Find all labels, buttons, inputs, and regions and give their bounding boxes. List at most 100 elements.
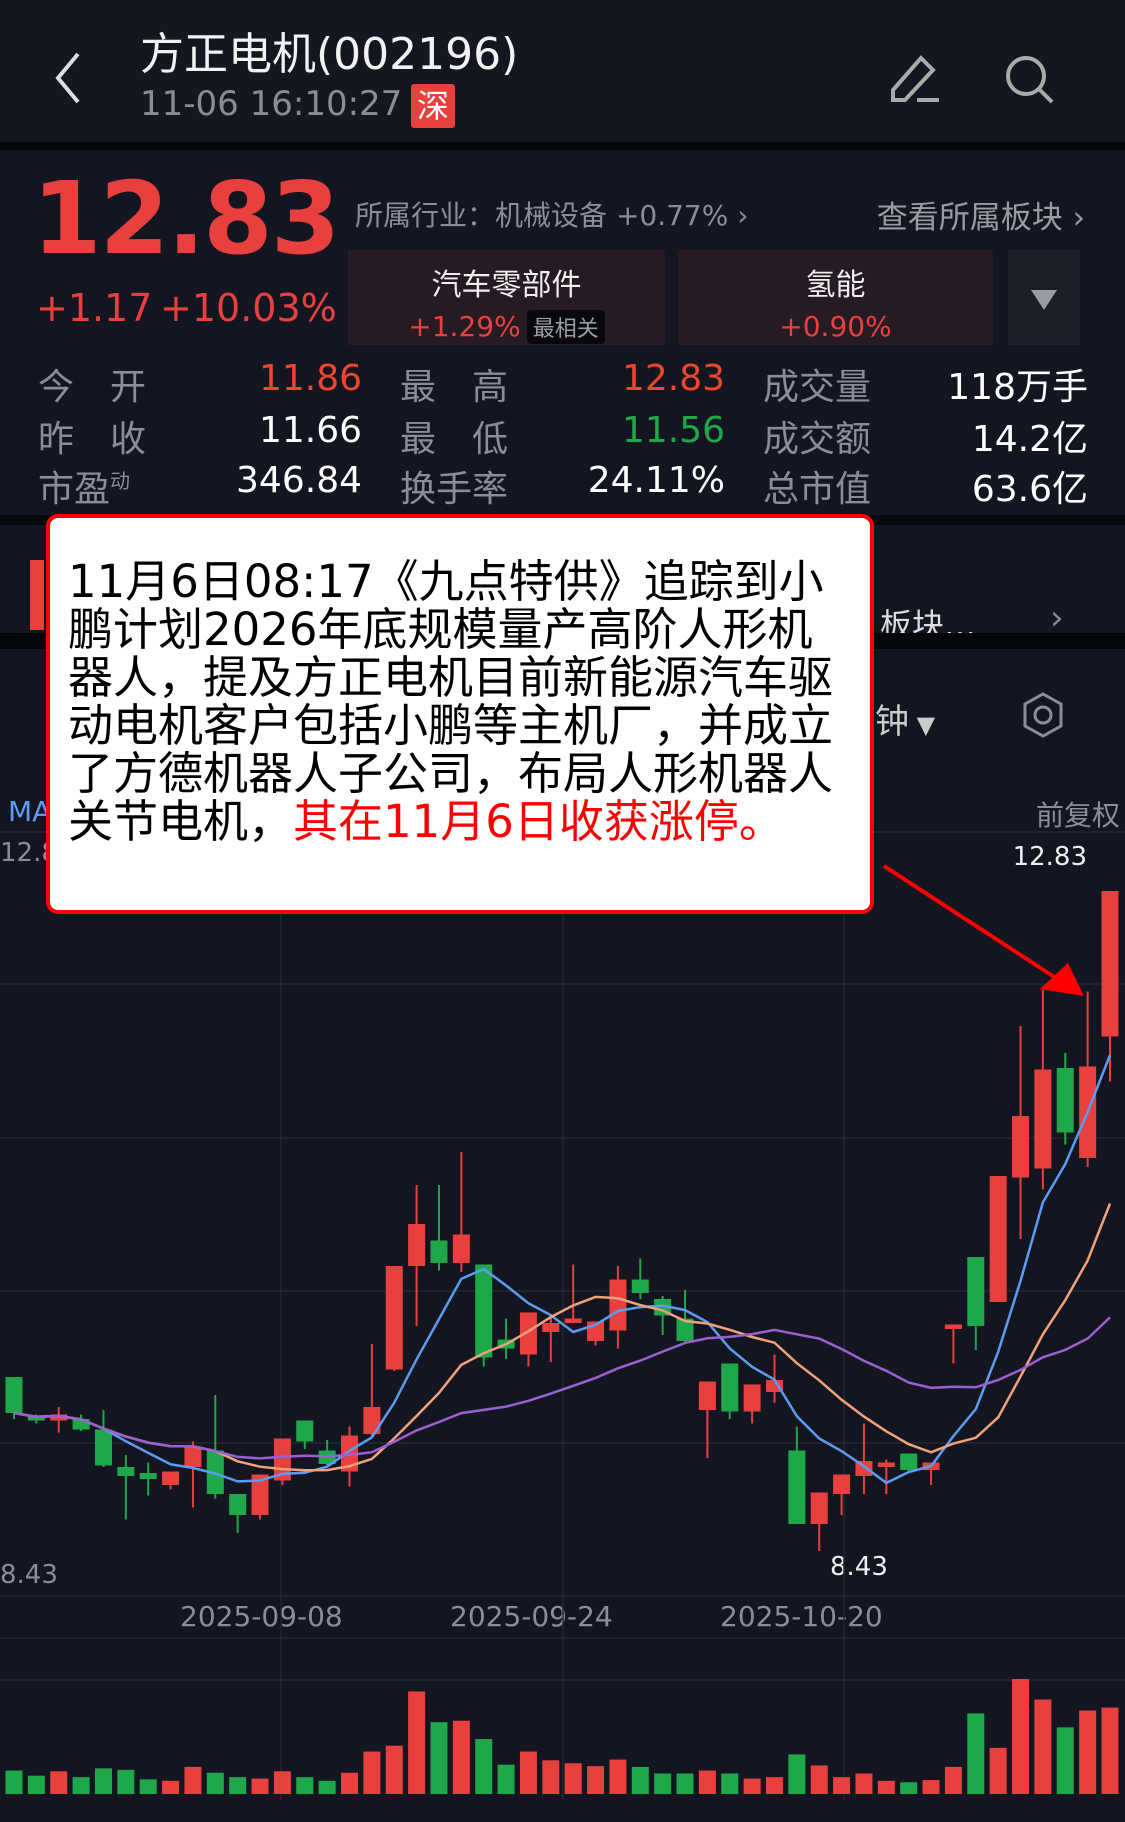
y-min-label: 8.43 <box>0 1560 58 1590</box>
stat-label: 总市值 <box>763 460 871 512</box>
volume-bar <box>519 1751 537 1794</box>
sector-name: 汽车零部件 <box>431 268 582 303</box>
volume-bar <box>251 1778 269 1794</box>
candle-body <box>341 1435 359 1472</box>
industry-change: +0.77% <box>615 199 729 232</box>
candle-body <box>117 1467 135 1476</box>
back-chevron-icon[interactable] <box>50 48 90 108</box>
sector-card-hydrogen[interactable]: 氢能 +0.90% <box>678 250 993 345</box>
volume-bar <box>206 1772 224 1794</box>
period-selector[interactable]: 钟 ▼ <box>875 694 935 743</box>
volume-bar <box>654 1773 672 1794</box>
stat-label-text: 成交量 <box>763 367 872 408</box>
candle-body <box>967 1257 985 1326</box>
hidden-row-marker <box>30 560 44 630</box>
header-bar <box>0 0 1125 142</box>
volume-bar <box>721 1773 739 1794</box>
quote-time: 11-06 16:10:27 <box>140 84 403 124</box>
ma-legend: MA <box>8 795 52 828</box>
volume-bar <box>564 1763 582 1794</box>
stat-label-text: 市盈 <box>38 469 111 510</box>
stat-value: 11.86 <box>258 358 362 399</box>
triangle-down-icon <box>1031 290 1057 310</box>
candle-body <box>944 1324 962 1329</box>
candle-body <box>721 1363 739 1412</box>
volume-bar <box>855 1773 873 1794</box>
candle-body <box>1079 1066 1097 1158</box>
view-sectors-link[interactable]: 查看所属板块 › <box>877 192 1085 237</box>
candle-body <box>743 1384 761 1412</box>
candle-body <box>855 1461 873 1476</box>
period-label: 钟 <box>875 702 909 742</box>
triangle-down-icon: ▼ <box>909 711 936 739</box>
divider <box>0 142 1125 150</box>
sector-name: 氢能 <box>805 268 866 303</box>
volume-bar <box>587 1766 605 1794</box>
stat-value: 11.66 <box>258 410 362 451</box>
candle-body <box>430 1240 448 1263</box>
stat-label: 换手率 <box>400 460 508 512</box>
candle-body <box>765 1380 783 1392</box>
candle-body <box>631 1279 649 1293</box>
industry-link[interactable]: 所属行业：机械设备 +0.77% › <box>355 194 748 234</box>
volume-bar <box>50 1771 68 1794</box>
stat-value: 14.2亿 <box>971 419 1088 460</box>
news-annotation-box: 11月6日08:17《九点特供》追踪到小鹏计划2026年底规模量产高阶人形机器人… <box>46 514 874 914</box>
volume-bar <box>1079 1710 1097 1794</box>
candle-body <box>139 1473 157 1479</box>
volume-bar <box>542 1760 560 1794</box>
volume-bar <box>810 1765 828 1794</box>
stat-value: 11.56 <box>621 410 725 451</box>
x-tick-label: 2025-09-24 <box>450 1600 613 1633</box>
search-icon[interactable] <box>1000 50 1060 110</box>
stock-title: 方正电机(002196) <box>140 29 519 80</box>
volume-bar <box>318 1780 336 1794</box>
stat-value: 24.11% <box>587 460 725 501</box>
stat-label-text: 昨 收 <box>38 419 147 460</box>
candle-body <box>587 1321 605 1341</box>
candle-body <box>206 1450 224 1494</box>
x-tick-label: 2025-10-20 <box>720 1600 883 1633</box>
candle-body <box>1012 1116 1030 1178</box>
candle-body <box>519 1312 537 1355</box>
sector-change: +0.90% <box>779 310 892 343</box>
price-change-pct: +10.03% <box>160 286 337 330</box>
stat-value: 346.84 <box>236 460 362 501</box>
annotation-highlight: 其在11月6日收获涨停。 <box>293 795 784 848</box>
volume-bar <box>273 1771 291 1794</box>
volume-bar <box>72 1777 90 1794</box>
candle-body <box>654 1299 672 1316</box>
stat-label: 最 低 <box>400 410 508 462</box>
edit-icon[interactable] <box>885 50 945 110</box>
stat-label: 市盈动 <box>38 460 130 512</box>
industry-prefix: 所属行业： <box>355 199 496 232</box>
most-related-tag: 最相关 <box>526 310 605 344</box>
volume-bar <box>117 1769 135 1794</box>
chevron-right-icon[interactable]: › <box>1050 598 1064 638</box>
candle-body <box>162 1471 180 1485</box>
volume-bar <box>788 1754 806 1794</box>
view-sectors-label: 查看所属板块 <box>876 200 1063 236</box>
candle-body <box>564 1318 582 1323</box>
candle-body <box>900 1453 918 1470</box>
candle-body <box>385 1266 403 1370</box>
candle-body <box>452 1234 470 1263</box>
volume-bar <box>5 1770 23 1794</box>
volume-bar <box>139 1779 157 1794</box>
volume-bar <box>452 1720 470 1794</box>
stat-label: 成交量 <box>763 358 871 410</box>
chevron-right-icon: › <box>728 199 749 232</box>
volume-bar <box>922 1780 940 1794</box>
volume-bar <box>229 1777 247 1794</box>
candle-body <box>318 1450 336 1464</box>
volume-bar <box>94 1768 112 1794</box>
adjust-mode[interactable]: 前复权 <box>1035 799 1120 832</box>
sector-expand-button[interactable] <box>1008 250 1080 345</box>
settings-icon[interactable] <box>1018 690 1068 740</box>
sector-card-auto-parts[interactable]: 汽车零部件 +1.29% 最相关 <box>348 250 665 345</box>
volume-bar <box>184 1766 202 1794</box>
x-tick-label: 2025-09-08 <box>180 1600 343 1633</box>
volume-bar <box>743 1778 761 1794</box>
candle-body <box>922 1462 940 1470</box>
stat-label-text: 最 高 <box>400 367 509 408</box>
